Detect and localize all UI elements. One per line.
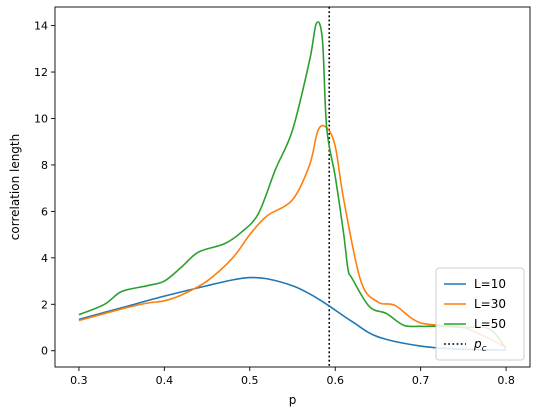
legend: L=10 L=30 L=50 pc (435, 267, 525, 361)
legend-label: L=50 (474, 317, 506, 331)
y-axis-label: correlation length (8, 134, 22, 240)
x-axis-label: p (289, 393, 297, 407)
y-tick-label: 10 (34, 112, 48, 125)
legend-label: L=10 (474, 277, 506, 291)
y-tick-label: 14 (34, 20, 48, 33)
x-tick-label: 0.5 (241, 374, 259, 387)
y-tick-label: 2 (41, 298, 48, 311)
plot-frame (54, 6, 531, 368)
x-tick-label: 0.6 (326, 374, 344, 387)
legend-box (435, 267, 525, 361)
x-tick-label: 0.7 (412, 374, 430, 387)
x-tick-label: 0.3 (70, 374, 88, 387)
legend-label: pc (473, 337, 487, 354)
y-axis: 0 2 4 6 8 10 12 14 (34, 20, 55, 358)
x-tick-label: 0.8 (497, 374, 515, 387)
x-axis: 0.3 0.4 0.5 0.6 0.7 0.8 (70, 367, 515, 387)
series-line-l-10 (78, 276, 507, 351)
legend-label: L=30 (474, 297, 506, 311)
series-layer (78, 21, 507, 351)
series-line-l-30 (78, 124, 507, 348)
y-tick-label: 0 (41, 345, 48, 358)
y-tick-label: 6 (41, 205, 48, 218)
y-tick-label: 12 (34, 66, 48, 79)
y-tick-label: 4 (41, 252, 48, 265)
x-tick-label: 0.4 (156, 374, 174, 387)
series-line-l-50 (78, 21, 507, 349)
y-tick-label: 8 (41, 159, 48, 172)
